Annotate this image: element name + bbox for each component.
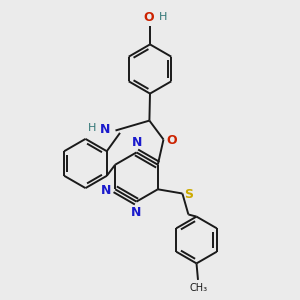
Text: N: N — [131, 206, 141, 219]
Text: S: S — [184, 188, 193, 202]
Text: H: H — [158, 13, 167, 22]
Text: CH₃: CH₃ — [190, 283, 208, 293]
Text: O: O — [144, 11, 154, 24]
Text: O: O — [166, 134, 176, 147]
Text: N: N — [132, 136, 142, 149]
Text: N: N — [100, 123, 110, 136]
Text: N: N — [101, 184, 112, 197]
Text: H: H — [88, 123, 97, 133]
